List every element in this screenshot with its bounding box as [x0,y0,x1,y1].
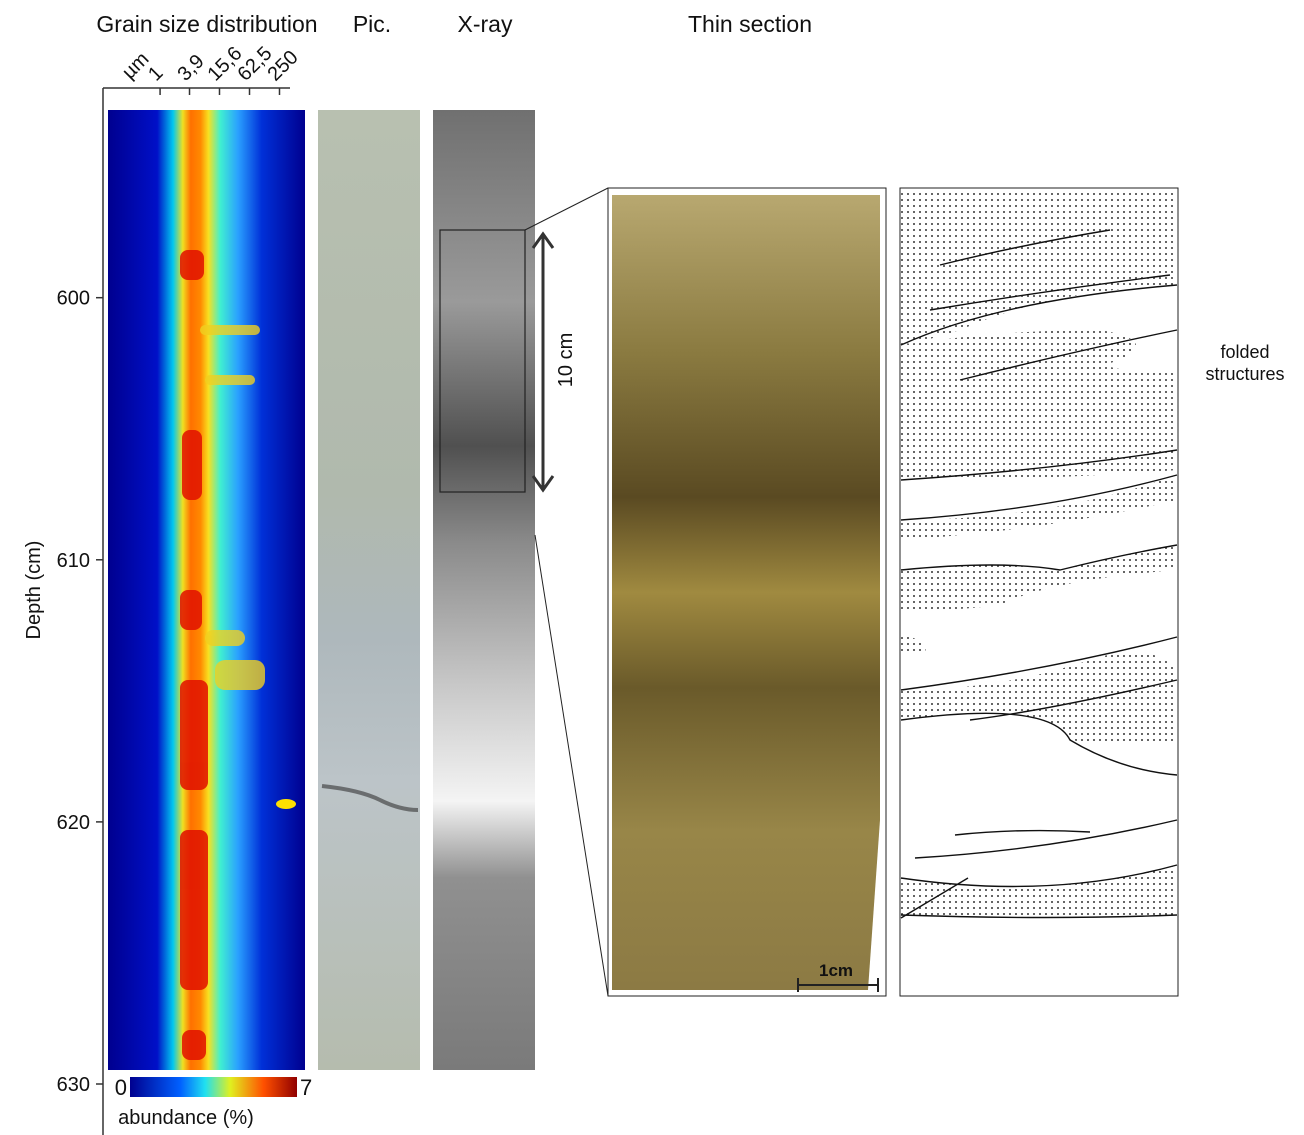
x-tick-label: 3,9 [173,50,208,85]
thin-section-image [612,195,880,990]
colorbar-tick-label: 0 [115,1075,127,1100]
xray-image [433,110,535,1070]
zoom-line [534,534,609,997]
annotation: structures [1205,364,1284,384]
panel-title: X-ray [458,11,513,37]
colorbar-tick-label: 7 [300,1075,312,1100]
y-tick-label: 610 [57,550,90,572]
y-tick-label: 630 [57,1074,90,1096]
core-photo [318,110,420,1070]
panel-title: Thin section [688,11,812,37]
panel-title: Grain size distribution [96,11,317,37]
panel-title: Pic. [353,11,391,37]
colorbar [130,1077,297,1097]
scale-label: 10 cm [555,333,577,387]
y-axis-label: Depth (cm) [23,541,45,640]
annotation: folded [1220,342,1269,362]
zoom-box [439,229,526,493]
colorbar-label: abundance (%) [118,1107,254,1129]
zoom-line [524,187,609,231]
scale-arrow [531,231,555,493]
x-tick-label: 1 [144,62,167,85]
scale-bar [797,978,879,992]
y-tick-label: 600 [57,288,90,310]
sketch [899,187,1179,997]
y-tick-label: 620 [57,812,90,834]
heatmap [108,110,305,1070]
scale-bar-label: 1cm [819,961,853,980]
